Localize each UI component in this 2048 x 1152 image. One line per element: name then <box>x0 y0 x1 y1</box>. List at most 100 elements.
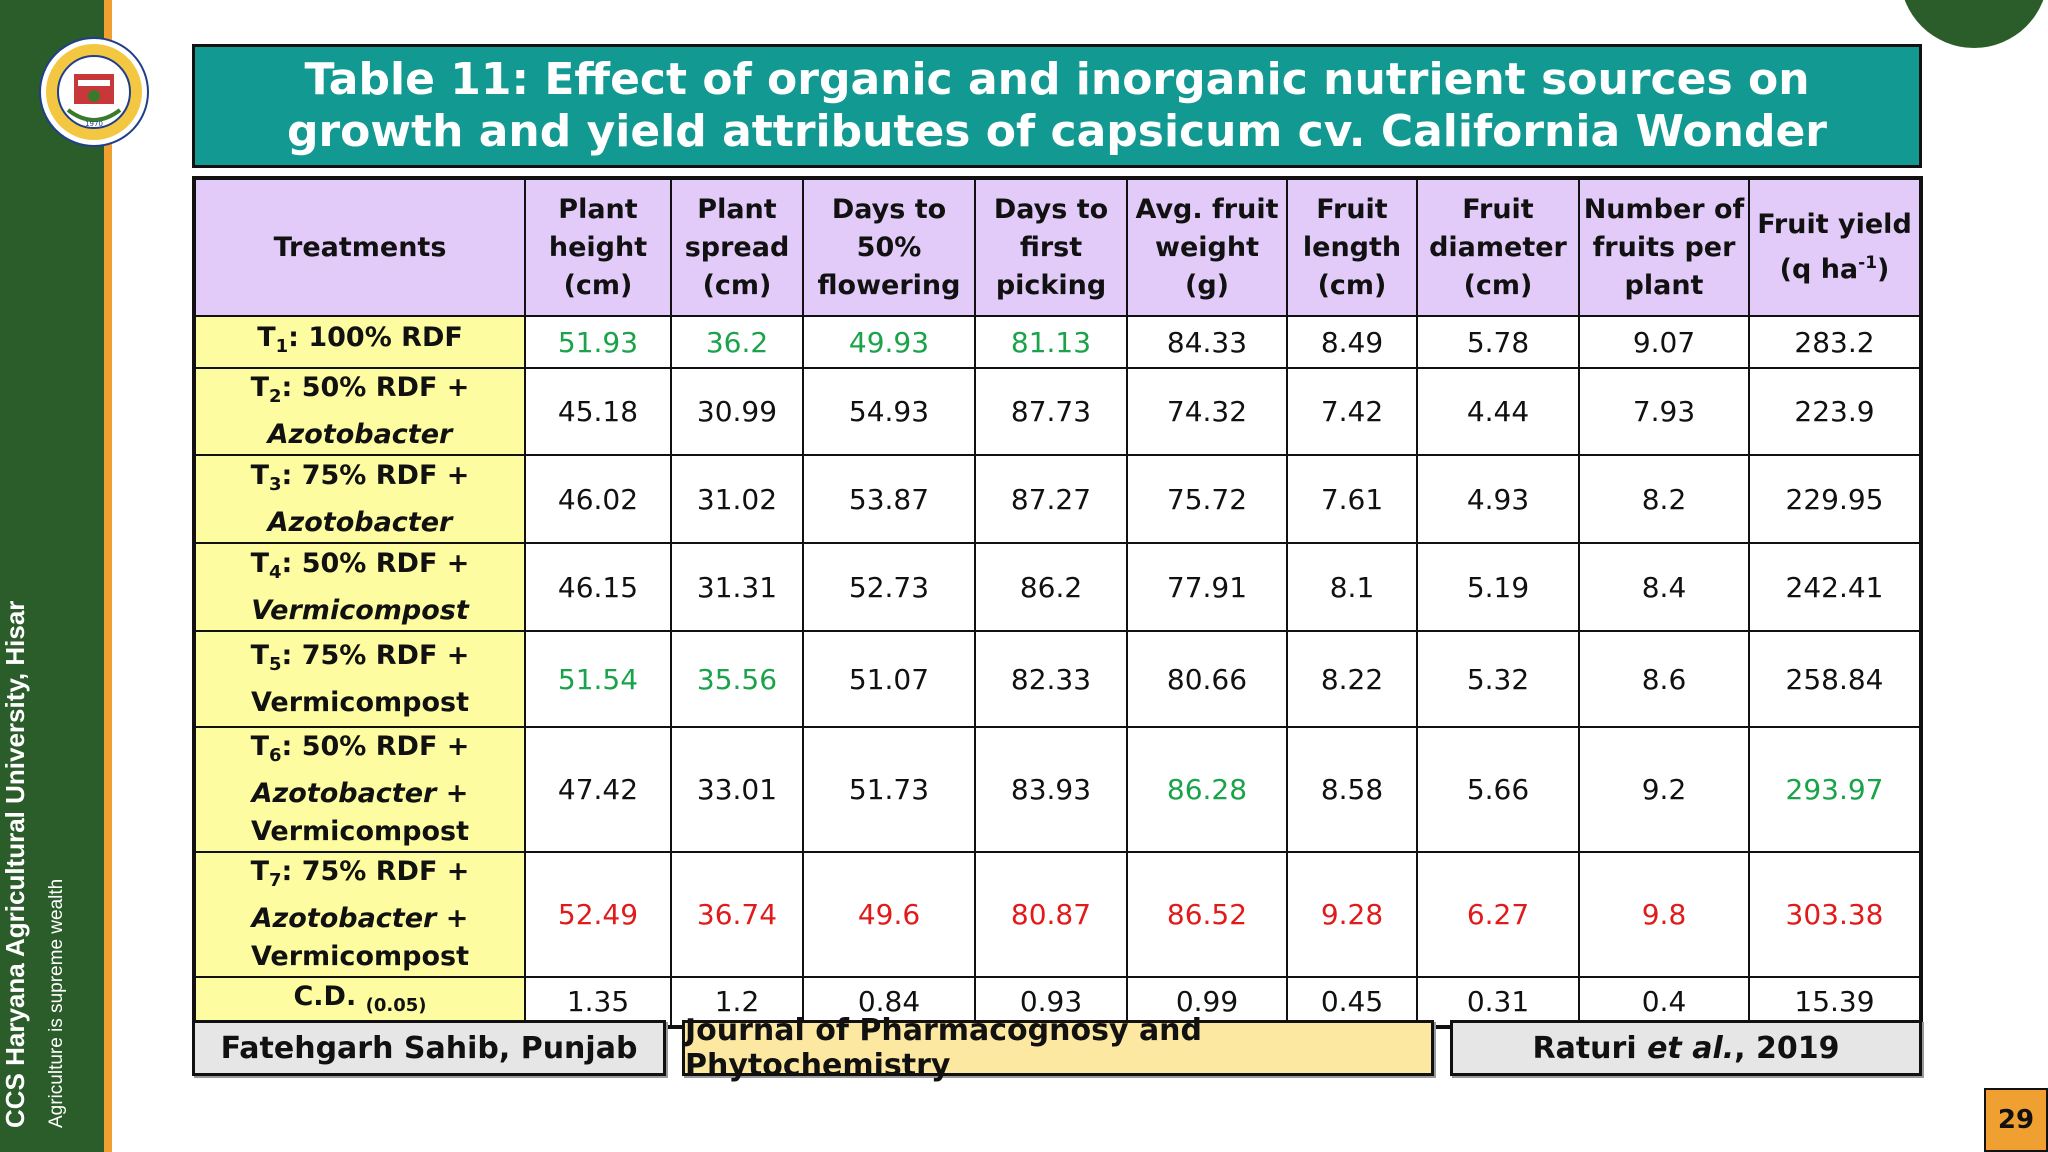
table-cell: 51.93 <box>524 315 672 369</box>
table-cell: 51.73 <box>802 726 976 853</box>
table-cell: 51.07 <box>802 630 976 728</box>
table-cell: 52.49 <box>524 851 672 978</box>
table-cell: 258.84 <box>1748 630 1922 728</box>
table-cell: 242.41 <box>1748 542 1922 632</box>
table-cell: 283.2 <box>1748 315 1922 369</box>
table-row: T7: 75% RDF + Azotobacter + Vermicompost 5… <box>193 851 1922 978</box>
sidebar-stripe <box>104 0 112 1152</box>
table-cell: 5.19 <box>1416 542 1580 632</box>
table-cell: 9.07 <box>1578 315 1750 369</box>
table-cell: 36.2 <box>670 315 804 369</box>
table-cell: 84.33 <box>1126 315 1288 369</box>
table-cell: 83.93 <box>974 726 1128 853</box>
table-cell: 45.18 <box>524 367 672 456</box>
table-cell: 9.28 <box>1286 851 1418 978</box>
header-fruit-weight: Avg. fruit weight (g) <box>1126 177 1288 317</box>
results-table: Treatments Plant height (cm) Plant spread (c… <box>192 176 1923 1029</box>
header-plant-spread: Plant spread (cm) <box>670 177 804 317</box>
table-cell: 75.72 <box>1126 454 1288 544</box>
treatment-label: T5: 75% RDF + Vermicompost <box>193 630 526 728</box>
treatment-label: T4: 50% RDF + Vermicompost <box>193 542 526 632</box>
table-row: T1: 100% RDF 51.93 36.2 49.93 81.13 84.3… <box>193 315 1922 369</box>
table-cell: 49.6 <box>802 851 976 978</box>
table-cell: 47.42 <box>524 726 672 853</box>
footer-citation: Raturi et al., 2019 <box>1450 1020 1922 1076</box>
table-cell: 52.73 <box>802 542 976 632</box>
table-cell: 1.2 <box>670 976 804 1028</box>
header-fruit-diameter: Fruit diameter (cm) <box>1416 177 1580 317</box>
treatment-label: T6: 50% RDF + Azotobacter + Vermicompost <box>193 726 526 853</box>
table-cell: 9.8 <box>1578 851 1750 978</box>
table-row: T5: 75% RDF + Vermicompost 51.54 35.56 51… <box>193 630 1922 728</box>
table-cell: 80.66 <box>1126 630 1288 728</box>
table-cell: 4.44 <box>1416 367 1580 456</box>
table-cell: 229.95 <box>1748 454 1922 544</box>
header-fruits-per-plant: Number of fruits per plant <box>1578 177 1750 317</box>
table-cell: 51.54 <box>524 630 672 728</box>
table-cell: 5.78 <box>1416 315 1580 369</box>
table-cell: 46.15 <box>524 542 672 632</box>
table-cell: 30.99 <box>670 367 804 456</box>
footer-journal: Journal of Pharmacognosy and Phytochemis… <box>682 1013 1434 1083</box>
corner-decoration <box>1900 0 2048 48</box>
table-cell: 7.61 <box>1286 454 1418 544</box>
header-days-flowering: Days to 50% flowering <box>802 177 976 317</box>
table-cell: 9.2 <box>1578 726 1750 853</box>
table-cell: 74.32 <box>1126 367 1288 456</box>
table-cell: 7.42 <box>1286 367 1418 456</box>
table-cell: 0.4 <box>1578 976 1750 1028</box>
treatment-label: T1: 100% RDF <box>193 315 526 369</box>
sidebar <box>0 0 104 1152</box>
table-cell: 4.93 <box>1416 454 1580 544</box>
table-cell: 35.56 <box>670 630 804 728</box>
title-line-2: growth and yield attributes of capsicum … <box>286 106 1828 157</box>
header-fruit-length: Fruit length (cm) <box>1286 177 1418 317</box>
cd-row: C.D. (0.05) 1.35 1.2 0.84 0.93 0.99 0.45… <box>193 976 1922 1028</box>
table-cell: 54.93 <box>802 367 976 456</box>
table-cell: 86.52 <box>1126 851 1288 978</box>
university-motto: Agriculture is supreme wealth <box>46 878 67 1128</box>
table-cell: 49.93 <box>802 315 976 369</box>
title-box: Table 11: Effect of organic and inorgani… <box>192 44 1922 168</box>
table-cell: 33.01 <box>670 726 804 853</box>
treatment-label: T3: 75% RDF + Azotobacter <box>193 454 526 544</box>
table-cell: 81.13 <box>974 315 1128 369</box>
table-cell: 86.28 <box>1126 726 1288 853</box>
header-plant-height: Plant height (cm) <box>524 177 672 317</box>
header-fruit-yield: Fruit yield (q ha-1) <box>1748 177 1922 317</box>
table-cell: 0.84 <box>802 976 976 1028</box>
table-cell: 8.49 <box>1286 315 1418 369</box>
header-days-picking: Days to first picking <box>974 177 1128 317</box>
table-cell: 8.1 <box>1286 542 1418 632</box>
table-cell: 46.02 <box>524 454 672 544</box>
table-cell: 5.66 <box>1416 726 1580 853</box>
table-cell: 1.35 <box>524 976 672 1028</box>
table-cell: 8.2 <box>1578 454 1750 544</box>
table-cell: 223.9 <box>1748 367 1922 456</box>
table-cell: 87.73 <box>974 367 1128 456</box>
table-cell: 293.97 <box>1748 726 1922 853</box>
page-number: 29 <box>1984 1088 2048 1152</box>
table-row: T6: 50% RDF + Azotobacter + Vermicompost 4… <box>193 726 1922 853</box>
table-cell: 8.6 <box>1578 630 1750 728</box>
header-treatments: Treatments <box>193 177 526 317</box>
table-cell: 8.58 <box>1286 726 1418 853</box>
table-cell: 31.02 <box>670 454 804 544</box>
table-cell: 86.2 <box>974 542 1128 632</box>
table-cell: 0.99 <box>1126 976 1288 1028</box>
table-cell: 31.31 <box>670 542 804 632</box>
table-cell: 0.45 <box>1286 976 1418 1028</box>
table-row: T2: 50% RDF + Azotobacter 45.18 30.99 54.… <box>193 367 1922 456</box>
table-cell: 87.27 <box>974 454 1128 544</box>
table-cell: 8.4 <box>1578 542 1750 632</box>
title-line-1: Table 11: Effect of organic and inorgani… <box>304 54 1810 105</box>
table-cell: 82.33 <box>974 630 1128 728</box>
header-row: Treatments Plant height (cm) Plant spread (c… <box>193 177 1922 317</box>
svg-text:1970: 1970 <box>85 120 103 128</box>
university-name: CCS Haryana Agricultural University, His… <box>0 600 30 1128</box>
treatment-label: T7: 75% RDF + Azotobacter + Vermicompost <box>193 851 526 978</box>
table-cell: 53.87 <box>802 454 976 544</box>
table-row: T3: 75% RDF + Azotobacter 46.02 31.02 53.… <box>193 454 1922 544</box>
table-cell: 303.38 <box>1748 851 1922 978</box>
treatment-label: T2: 50% RDF + Azotobacter <box>193 367 526 456</box>
